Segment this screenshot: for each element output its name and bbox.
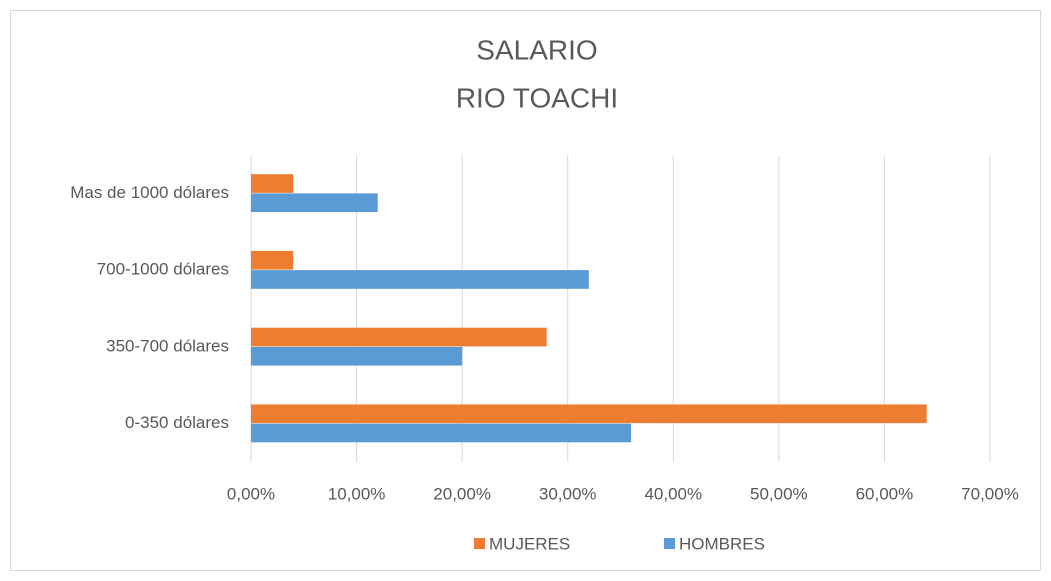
x-tick-label: 10,00% bbox=[328, 484, 386, 503]
legend-label: HOMBRES bbox=[679, 534, 765, 553]
legend-marker bbox=[664, 538, 675, 549]
y-tick-label: Mas de 1000 dólares bbox=[70, 183, 229, 202]
x-tick-label: 40,00% bbox=[644, 484, 702, 503]
chart-title: SALARIO bbox=[476, 34, 597, 65]
bar bbox=[251, 270, 589, 289]
legend-marker bbox=[474, 538, 485, 549]
x-tick-label: 20,00% bbox=[433, 484, 491, 503]
chart-subtitle: RIO TOACHI bbox=[456, 82, 618, 113]
x-tick-label: 50,00% bbox=[750, 484, 808, 503]
legend-label: MUJERES bbox=[489, 534, 570, 553]
bar bbox=[251, 327, 547, 347]
bar bbox=[251, 174, 294, 193]
x-tick-label: 70,00% bbox=[961, 484, 1019, 503]
bar bbox=[251, 250, 294, 270]
bar bbox=[251, 423, 632, 443]
bar bbox=[251, 193, 378, 213]
y-tick-label: 0-350 dólares bbox=[125, 413, 229, 432]
y-tick-label: 350-700 dólares bbox=[106, 336, 229, 355]
x-tick-label: 60,00% bbox=[856, 484, 914, 503]
bar bbox=[251, 404, 927, 424]
x-tick-label: 30,00% bbox=[539, 484, 597, 503]
y-tick-label: 700-1000 dólares bbox=[97, 260, 229, 279]
bar bbox=[251, 346, 463, 366]
x-tick-label: 0,00% bbox=[227, 484, 275, 503]
chart-border bbox=[10, 10, 1041, 571]
